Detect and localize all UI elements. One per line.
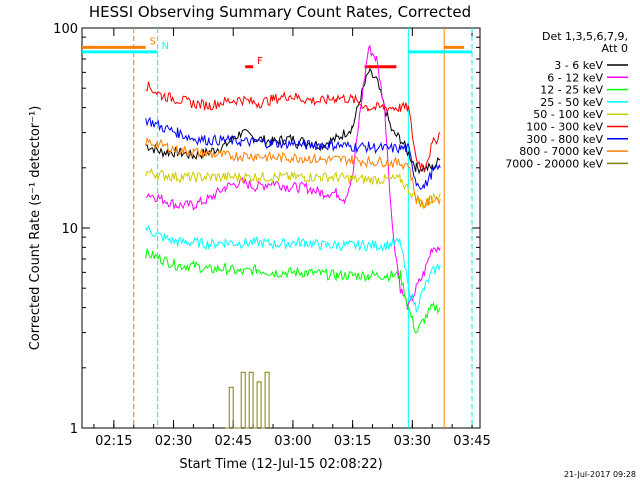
legend-label-7000-20000-kev: 7000 - 20000 keV [505,157,603,170]
y-tick-label-1: 10 [61,222,78,237]
flag-label-0: S [150,36,156,47]
series-12-25-kev [145,248,441,334]
series-7000-20000-kev [225,371,270,429]
x-tick-label-4: 03:15 [334,434,371,449]
y-axis-label: Corrected Count Rate (s⁻¹ detector⁻¹) [28,106,43,351]
series-25-50-kev [145,224,441,314]
legend-header-line2: Att 0 [602,42,628,55]
legend-label-300-800-kev: 300 - 800 keV [526,133,603,146]
legend-label-50-100-kev: 50 - 100 keV [533,108,603,121]
axis-ticks: 02:15 02:30 02:45 03:00 03:15 03:30 03:45 100 10… [53,22,491,449]
x-tick-label-5: 03:30 [394,434,431,449]
legend-label-6-12-kev: 6 - 12 keV [547,71,603,84]
legend-label-3-6-kev: 3 - 6 keV [554,59,603,72]
x-tick-label-3: 03:00 [274,434,311,449]
x-axis-label: Start Time (12-Jul-15 02:08:22) [179,457,382,472]
series-3-6-kev [145,67,441,175]
plot-frame [81,27,481,429]
x-tick-label-2: 02:45 [215,434,252,449]
y-tick-label-0: 100 [53,22,78,37]
date-stamp: 21-Jul-2017 09:28 [564,470,636,479]
x-tick-label-6: 03:45 [453,434,490,449]
x-tick-label-0: 02:15 [95,434,132,449]
legend-label-25-50-kev: 25 - 50 keV [540,96,603,109]
series-300-800-kev [145,116,441,191]
series-800-7000-kev [145,137,441,209]
legend-label-800-7000-kev: 800 - 7000 keV [519,145,603,158]
legend-label-12-25-kev: 12 - 25 keV [540,84,603,97]
flag-label-1: N [162,41,169,52]
x-tick-label-1: 02:30 [155,434,192,449]
chart-title: HESSI Observing Summary Count Rates, Cor… [89,3,471,21]
count-rate-series [145,44,441,429]
status-flags: S N F [82,36,473,69]
series-100-300-kev [145,81,441,173]
legend-label-100-300-kev: 100 - 300 keV [526,121,603,134]
flag-label-2: F [257,56,263,67]
dashed-markers [133,28,473,428]
y-tick-label-2: 1 [70,422,78,437]
series-6-12-kev [145,44,441,310]
series-50-100-kev [145,167,441,210]
legend-header-line1: Det 1,3,5,6,7,9, [542,30,628,43]
